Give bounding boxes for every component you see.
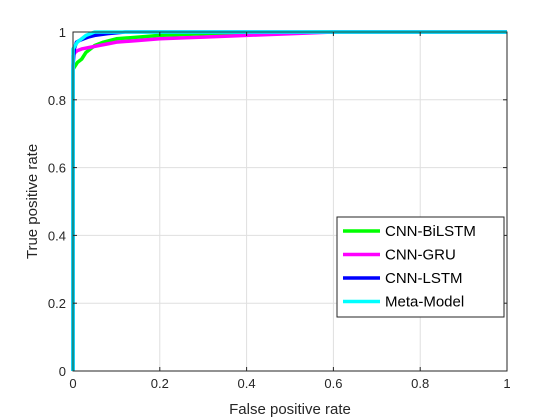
legend-label: CNN-LSTM [385, 270, 463, 287]
plot-area [73, 32, 507, 371]
y-tick-label: 0 [59, 364, 66, 379]
legend-label: CNN-GRU [385, 247, 456, 264]
y-tick-label: 0.8 [48, 93, 66, 108]
y-tick-label: 0.4 [48, 228, 66, 243]
legend-label: CNN-BiLSTM [385, 223, 476, 240]
legend: CNN-BiLSTM CNN-GRU CNN-LSTM Meta-Model [336, 216, 505, 318]
x-tick-label: 1 [503, 376, 510, 391]
y-tick-label: 0.6 [48, 161, 66, 176]
y-axis-label: True positive rate [24, 144, 41, 259]
x-tick-label: 0.6 [324, 376, 342, 391]
series-layer [71, 30, 507, 371]
y-tick-label: 1 [59, 25, 66, 40]
x-tick-label: 0.2 [151, 376, 169, 391]
x-tick-label: 0.8 [411, 376, 429, 391]
y-tick-label: 0.2 [48, 296, 66, 311]
ticks [72, 31, 508, 372]
tick-labels: 0 0.2 0.4 0.6 0.8 1 0 0.2 0.4 0.6 0.8 1 [48, 25, 511, 391]
series-line-cnn-gru [71, 30, 507, 371]
x-axis-label: False positive rate [229, 401, 351, 418]
x-tick-label: 0.4 [238, 376, 256, 391]
legend-label: Meta-Model [385, 294, 464, 311]
x-tick-label: 0 [69, 376, 76, 391]
plot-frame [72, 31, 508, 372]
